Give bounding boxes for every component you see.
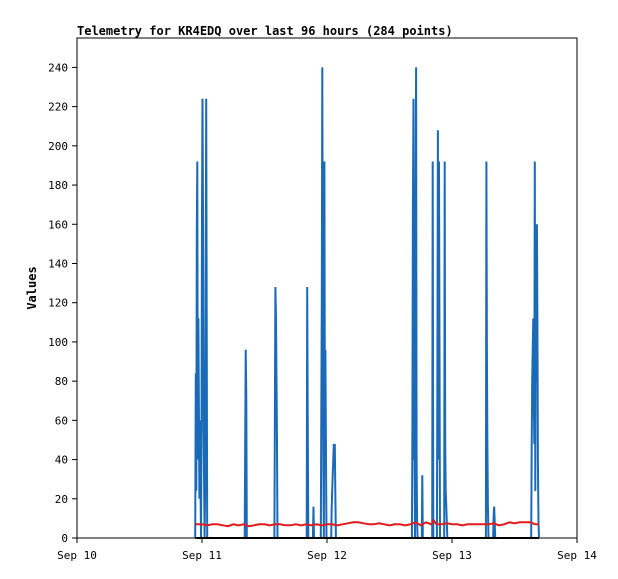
x-tick-label: Sep 13: [432, 549, 472, 562]
x-tick-label: Sep 10: [57, 549, 97, 562]
y-tick-label: 140: [48, 257, 68, 270]
chart-title: Telemetry for KR4EDQ over last 96 hours …: [77, 24, 453, 38]
y-tick-label: 160: [48, 218, 68, 231]
x-tick-label: Sep 14: [557, 549, 597, 562]
x-axis-ticks: Sep 10 Sep 11 Sep 12 Sep 13 Sep 14: [57, 538, 597, 562]
series-layer: [194, 67, 540, 539]
y-tick-label: 200: [48, 140, 68, 153]
y-axis-ticks: 0 20 40 60 80 100 120 140 160 180 200 220 240: [48, 61, 77, 545]
y-tick-label: 240: [48, 61, 68, 74]
y-axis-label: Values: [25, 266, 39, 309]
y-tick-label: 120: [48, 297, 68, 310]
y-tick-label: 80: [55, 375, 68, 388]
x-tick-label: Sep 11: [182, 549, 222, 562]
y-tick-label: 0: [61, 532, 68, 545]
x-tick-label: Sep 12: [307, 549, 347, 562]
series-line-2: [195, 518, 539, 528]
y-tick-label: 220: [48, 101, 68, 114]
series-line-1: [194, 67, 540, 539]
y-tick-label: 60: [55, 414, 68, 427]
y-tick-label: 180: [48, 179, 68, 192]
y-tick-label: 20: [55, 493, 68, 506]
y-tick-label: 100: [48, 336, 68, 349]
y-tick-label: 40: [55, 454, 68, 467]
